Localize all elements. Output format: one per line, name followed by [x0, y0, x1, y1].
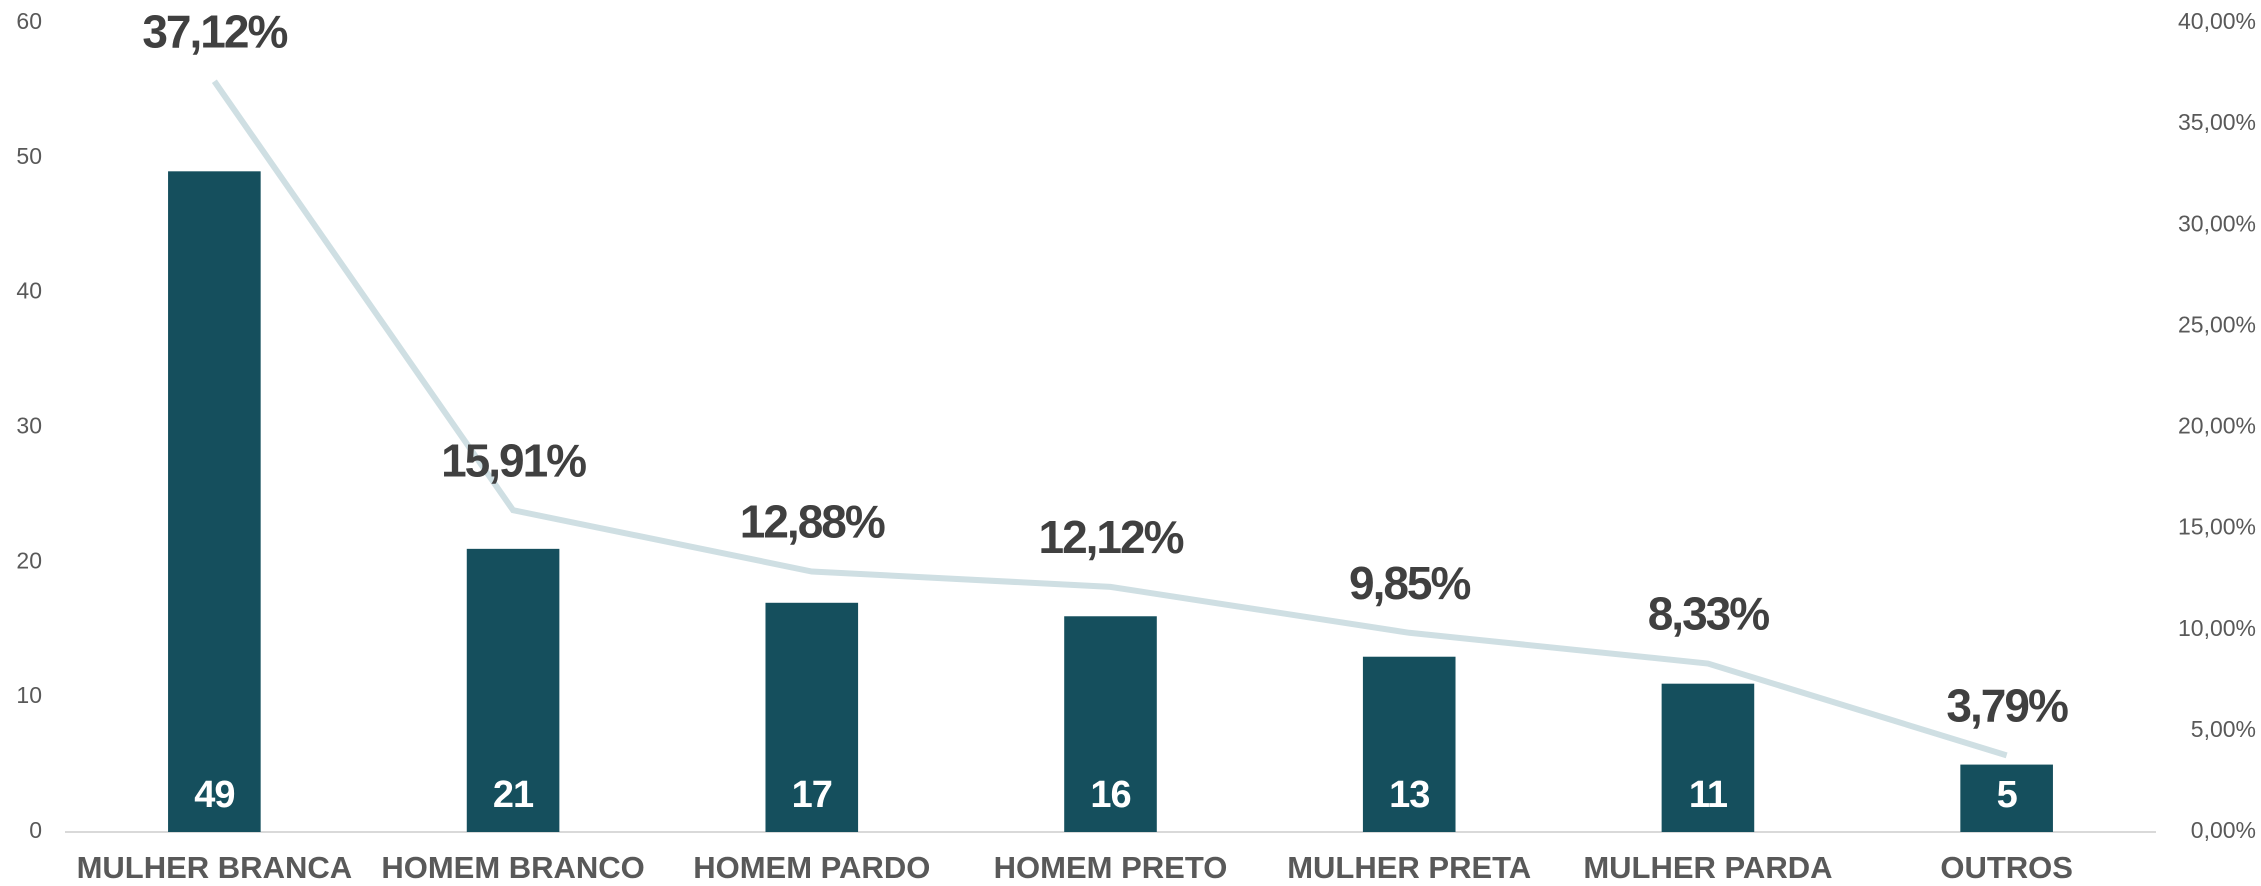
y-tick-label: 10	[16, 682, 42, 708]
bar-value-label: 11	[1689, 774, 1728, 816]
bar-value-label: 49	[194, 774, 234, 816]
x-tick-label: HOMEM BRANCO	[381, 850, 645, 885]
bar-value-label: 13	[1389, 774, 1429, 816]
x-tick-label: MULHER BRANCA	[77, 850, 353, 885]
y-tick-label: 0	[29, 817, 42, 843]
bar	[1064, 616, 1157, 832]
y2-tick-label: 10,00%	[2178, 615, 2256, 641]
y-tick-label: 30	[16, 413, 42, 439]
line-value-label: 9,85%	[1349, 557, 1471, 609]
bar	[466, 548, 560, 832]
bar-value-label: 21	[493, 774, 534, 816]
line-value-label: 3,79%	[1946, 680, 2068, 732]
y2-tick-label: 5,00%	[2191, 716, 2256, 742]
line-value-label: 12,12%	[1038, 511, 1183, 563]
y-tick-label: 20	[16, 547, 42, 573]
y2-tick-label: 0,00%	[2191, 817, 2256, 843]
bar	[1661, 683, 1755, 832]
x-tick-label: OUTROS	[1940, 850, 2073, 885]
bar-value-label: 5	[1997, 774, 2018, 816]
y-tick-label: 50	[16, 143, 42, 169]
bar	[1960, 764, 2053, 832]
y2-tick-label: 25,00%	[2178, 311, 2256, 337]
line-value-label: 8,33%	[1648, 588, 1770, 640]
line-value-label: 37,12%	[142, 5, 287, 57]
bar	[765, 602, 859, 832]
bar-value-label: 17	[792, 774, 832, 816]
x-tick-label: MULHER PRETA	[1287, 850, 1531, 885]
line-value-label: 15,91%	[441, 434, 586, 486]
line	[211, 79, 2008, 759]
bar	[168, 171, 261, 833]
x-tick-label: HOMEM PARDO	[693, 850, 930, 885]
x-tick-label: MULHER PARDA	[1583, 850, 1832, 885]
y2-tick-label: 40,00%	[2178, 8, 2256, 34]
y2-tick-label: 30,00%	[2178, 210, 2256, 236]
x-tick-label: HOMEM PRETO	[994, 850, 1228, 885]
line-value-label: 12,88%	[740, 496, 885, 548]
bar-value-label: 16	[1090, 774, 1130, 816]
y-tick-label: 60	[16, 8, 42, 34]
y2-tick-label: 20,00%	[2178, 413, 2256, 439]
y2-tick-label: 35,00%	[2178, 109, 2256, 135]
y2-tick-label: 15,00%	[2178, 514, 2256, 540]
y-tick-label: 40	[16, 278, 42, 304]
bar	[1362, 656, 1456, 832]
